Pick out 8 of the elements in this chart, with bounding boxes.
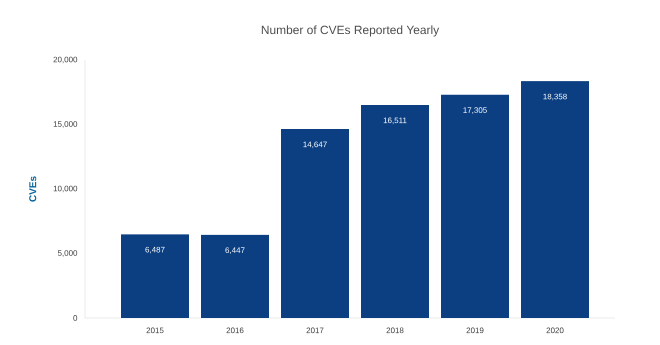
bar [281, 129, 350, 318]
y-axis-title: CVEs [29, 176, 36, 202]
chart-title: Number of CVEs Reported Yearly [262, 25, 440, 37]
bar [361, 105, 430, 318]
bar [441, 94, 510, 318]
bar [201, 234, 270, 318]
bar [121, 234, 190, 318]
bar [521, 81, 590, 318]
